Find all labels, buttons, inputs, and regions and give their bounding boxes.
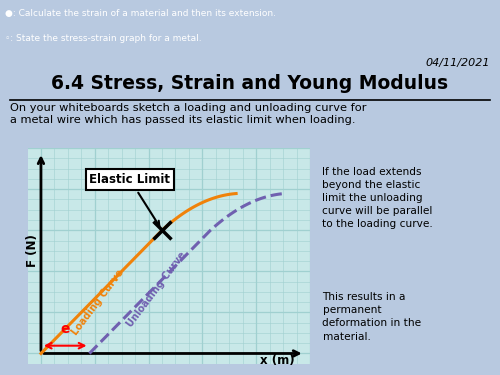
Text: F (N): F (N)	[26, 234, 40, 267]
Text: Unloading Curve: Unloading Curve	[125, 250, 188, 329]
Text: ◦: State the stress-strain graph for a metal.: ◦: State the stress-strain graph for a m…	[5, 34, 202, 43]
Text: ●: Calculate the strain of a material and then its extension.: ●: Calculate the strain of a material an…	[5, 9, 276, 18]
Text: x (m): x (m)	[260, 354, 295, 367]
Text: This results in a
permanent
deformation in the
material.: This results in a permanent deformation …	[322, 292, 422, 342]
Text: If the load extends
beyond the elastic
limit the unloading
curve will be paralle: If the load extends beyond the elastic l…	[322, 166, 433, 230]
Text: 6.4 Stress, Strain and Young Modulus: 6.4 Stress, Strain and Young Modulus	[52, 74, 448, 93]
Text: e: e	[60, 322, 70, 336]
Text: 04/11/2021: 04/11/2021	[426, 58, 490, 68]
Text: Elastic Limit: Elastic Limit	[90, 173, 170, 226]
Text: On your whiteboards sketch a loading and unloading curve for
a metal wire which : On your whiteboards sketch a loading and…	[10, 103, 366, 125]
Text: Loading Curve: Loading Curve	[70, 267, 126, 337]
